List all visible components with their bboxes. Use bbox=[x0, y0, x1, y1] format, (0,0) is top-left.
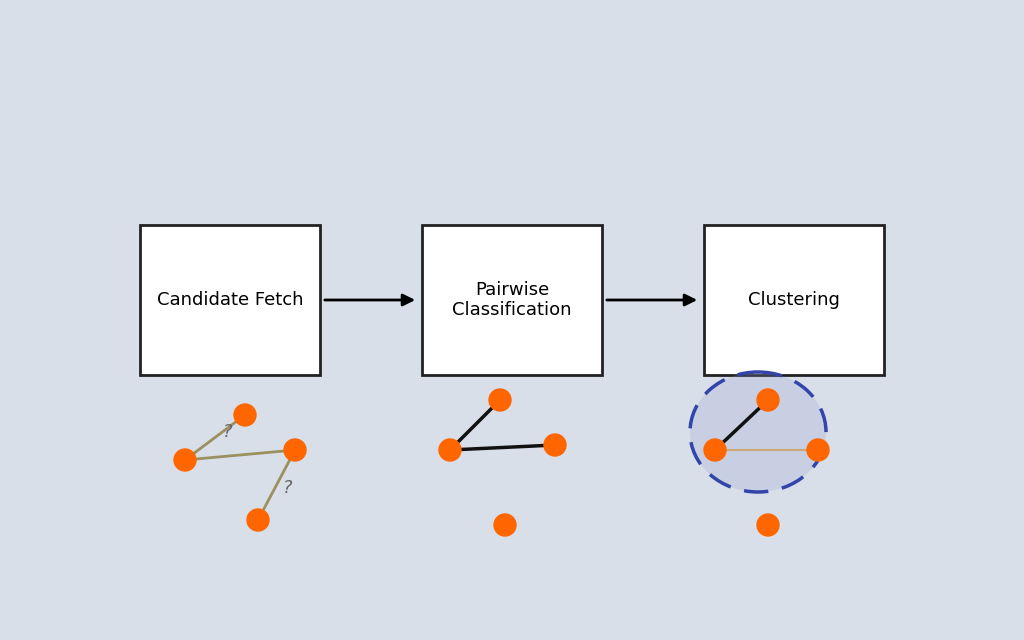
Circle shape bbox=[494, 514, 516, 536]
Ellipse shape bbox=[690, 372, 826, 492]
Circle shape bbox=[489, 389, 511, 411]
Circle shape bbox=[544, 434, 566, 456]
Text: ?: ? bbox=[223, 423, 232, 441]
Circle shape bbox=[174, 449, 196, 471]
Bar bbox=[140, 225, 319, 375]
Circle shape bbox=[807, 439, 829, 461]
Circle shape bbox=[439, 439, 461, 461]
Bar bbox=[422, 225, 602, 375]
Circle shape bbox=[284, 439, 306, 461]
Text: ?: ? bbox=[284, 479, 293, 497]
Circle shape bbox=[247, 509, 269, 531]
Circle shape bbox=[705, 439, 726, 461]
Bar bbox=[705, 225, 884, 375]
Circle shape bbox=[757, 514, 779, 536]
Circle shape bbox=[234, 404, 256, 426]
Text: Pairwise
Classification: Pairwise Classification bbox=[453, 280, 571, 319]
Text: Candidate Fetch: Candidate Fetch bbox=[157, 291, 303, 309]
Text: Clustering: Clustering bbox=[749, 291, 840, 309]
Circle shape bbox=[757, 389, 779, 411]
